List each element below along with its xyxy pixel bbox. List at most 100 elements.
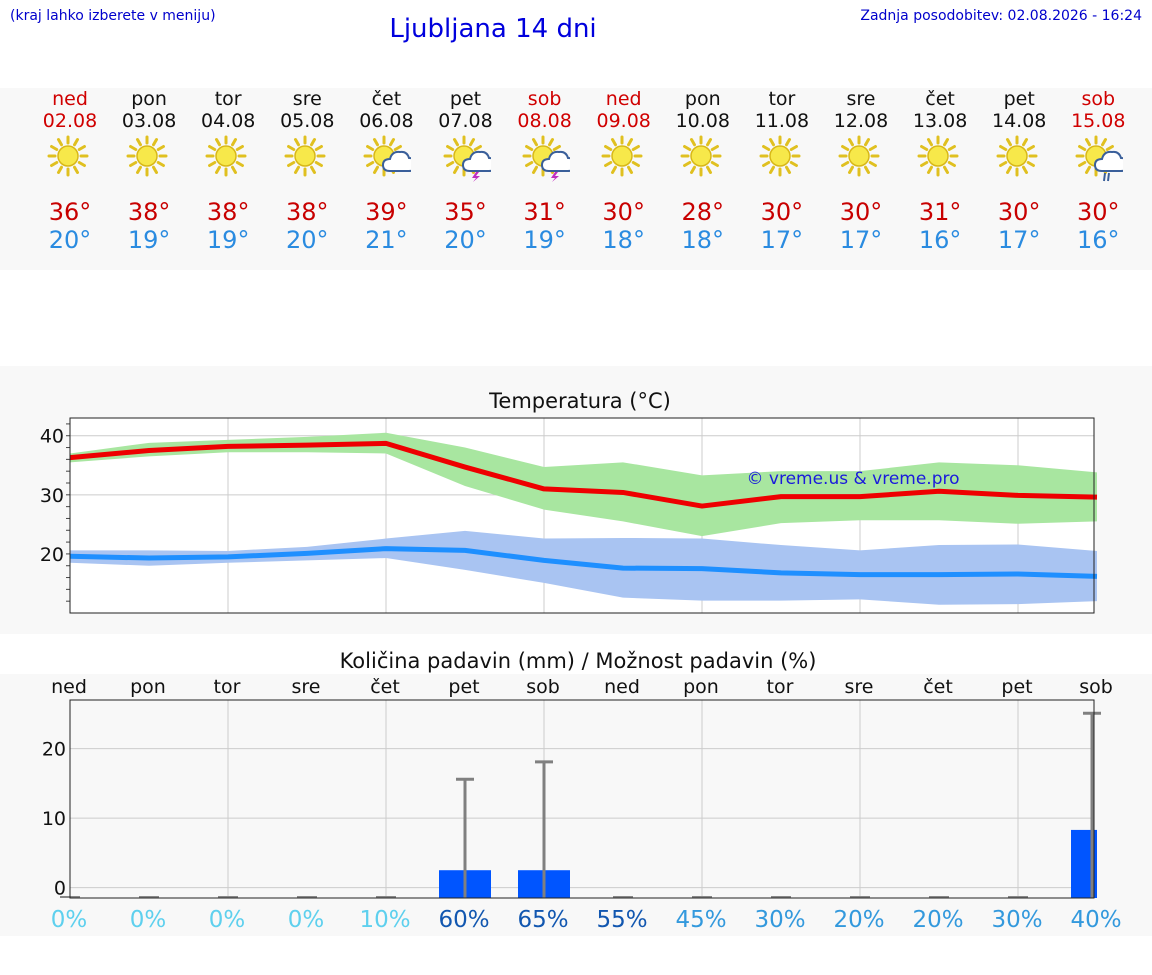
x-category-label: pet — [1001, 676, 1032, 698]
sun-shape — [917, 135, 959, 177]
x-category-label: čet — [370, 676, 400, 698]
sun-icon — [284, 134, 332, 182]
min-temperature-band — [70, 530, 1097, 605]
precip-probability-label: 0% — [51, 907, 88, 933]
day-name: sre — [846, 88, 876, 110]
sun-shape — [759, 135, 801, 177]
sun-shape — [601, 135, 643, 177]
min-temperature: 17° — [760, 226, 804, 254]
max-temperature: 30° — [602, 198, 645, 226]
min-temperature-line — [69, 546, 1098, 579]
day-date: 09.08 — [596, 110, 651, 132]
day-name: ned — [605, 88, 642, 110]
precip-probability-label: 45% — [675, 907, 726, 933]
max-temperature: 35° — [444, 198, 487, 226]
precip-probability-label: 0% — [130, 907, 167, 933]
sun-icon — [759, 134, 807, 182]
day-date: 06.08 — [359, 110, 414, 132]
x-category-label: sob — [1079, 676, 1113, 698]
precip-probability-label: 0% — [288, 907, 325, 933]
precipitation-chart: Količina padavin (mm) / Možnost padavin … — [42, 649, 1122, 933]
x-category-label: ned — [604, 676, 640, 698]
day-date: 11.08 — [754, 110, 810, 132]
max-temperature: 30° — [1077, 198, 1120, 226]
min-temperature: 19° — [127, 226, 171, 254]
chart-title: Količina padavin (mm) / Možnost padavin … — [340, 649, 817, 673]
precip-probability-label: 30% — [754, 907, 805, 933]
precip-probability-label: 0% — [209, 907, 246, 933]
sun-thunderstorm-icon — [522, 134, 576, 182]
day-name: sob — [1081, 88, 1116, 110]
x-category-label: sre — [845, 676, 874, 698]
min-temperature: 19° — [523, 226, 566, 254]
day-name: sre — [292, 88, 322, 110]
day-date: 05.08 — [280, 110, 335, 132]
precip-probability-label: 65% — [517, 907, 568, 933]
max-temperature: 31° — [523, 198, 566, 226]
x-category-label: tor — [214, 676, 241, 698]
temperature-chart: Temperatura (°C) 20 30 40 © vreme.us & vreme… — [40, 389, 1098, 614]
precip-probability-label: 20% — [833, 907, 884, 933]
min-temperature: 18° — [602, 226, 645, 254]
rain-drop — [1107, 172, 1111, 182]
day-date: 04.08 — [200, 110, 256, 132]
x-category-label: tor — [767, 676, 794, 698]
precip-probability-label: 10% — [359, 907, 410, 933]
day-name: pet — [449, 88, 482, 110]
day-name: tor — [214, 88, 242, 110]
sun-icon — [917, 134, 965, 182]
y-tick-label: 10 — [42, 808, 66, 830]
y-tick-label: 0 — [54, 878, 66, 900]
day-date: 15.08 — [1071, 110, 1126, 132]
max-temperature: 36° — [48, 198, 92, 226]
day-name: pet — [1003, 88, 1035, 110]
x-category-label: pon — [683, 676, 719, 698]
max-temperature: 39° — [365, 198, 408, 226]
day-date: 13.08 — [912, 110, 968, 132]
day-date: 12.08 — [833, 110, 889, 132]
sun-icon — [680, 134, 728, 182]
sun-shape — [205, 135, 247, 177]
min-temperature: 17° — [997, 226, 1041, 254]
max-temperature: 28° — [681, 198, 725, 226]
y-tick-label: 40 — [40, 426, 64, 448]
day-name: sob — [527, 88, 562, 110]
precip-probability-label: 60% — [438, 907, 489, 933]
min-temperature: 20° — [48, 226, 92, 254]
day-name: pon — [131, 88, 167, 110]
day-name: čet — [371, 88, 402, 110]
day-name: tor — [768, 88, 796, 110]
max-temperature: 31° — [918, 198, 962, 226]
sun-icon — [996, 134, 1044, 182]
y-tick-label: 30 — [40, 485, 64, 507]
max-temperature: 38° — [127, 198, 171, 226]
x-category-label: ned — [51, 676, 87, 698]
rain-drop — [1103, 172, 1107, 182]
sun-shape — [47, 135, 89, 177]
min-temperature: 16° — [918, 226, 962, 254]
day-date: 02.08 — [42, 110, 98, 132]
max-temperature-line — [69, 440, 1098, 509]
day-date: 03.08 — [121, 110, 177, 132]
min-temperature: 21° — [365, 226, 408, 254]
max-temperature-band — [70, 432, 1097, 537]
min-temperature: 16° — [1077, 226, 1120, 254]
max-temperature: 38° — [206, 198, 250, 226]
last-update: Zadnja posodobitev: 02.08.2026 - 16:24 — [860, 8, 1142, 24]
x-category-label: čet — [923, 676, 953, 698]
day-name: pon — [684, 88, 721, 110]
sun-shape — [838, 135, 880, 177]
y-tick-label: 20 — [40, 544, 64, 566]
sun-icon — [205, 134, 253, 182]
sun-shape — [680, 135, 722, 177]
min-temperature: 20° — [286, 226, 329, 254]
day-name: ned — [52, 88, 88, 110]
sun-icon — [47, 134, 95, 182]
sun-shape — [284, 135, 326, 177]
plot-frame — [69, 699, 1095, 899]
min-temperature: 19° — [206, 226, 250, 254]
sun-icon — [126, 134, 174, 182]
precip-probability-label: 20% — [912, 907, 963, 933]
day-date: 08.08 — [517, 110, 572, 132]
sun-icon — [601, 134, 649, 182]
